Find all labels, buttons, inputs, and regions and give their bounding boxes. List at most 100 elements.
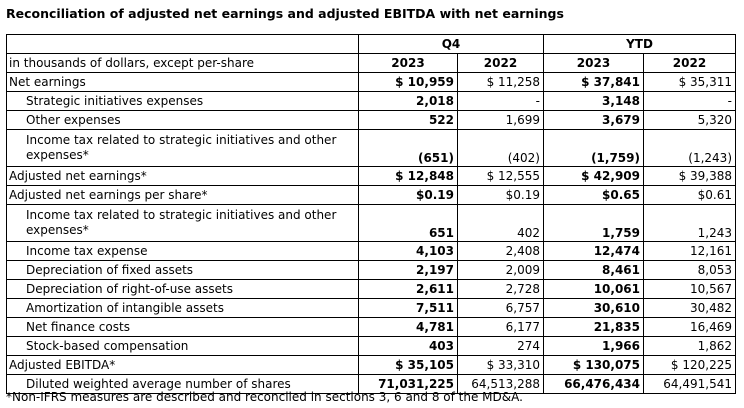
value-cell: $0.61 [643,185,736,205]
value-cell: 12,474 [543,241,644,261]
value-cell: 1,759 [543,204,644,242]
value-cell: 66,476,434 [543,374,644,394]
table-row: Adjusted net earnings per share* $0.19 $0.… [6,185,736,205]
value-cell: $ 12,848 [358,166,458,186]
table-row: Income tax related to strategic initiati… [6,129,736,167]
year-header: 2022 [457,53,544,73]
table-row: Income tax related to strategic initiati… [6,204,736,242]
row-label: Strategic initiatives expenses [6,91,359,111]
value-cell: 274 [457,336,544,356]
table-row: Depreciation of fixed assets 2,197 2,009 8,… [6,260,736,280]
value-cell: 64,513,288 [457,374,544,394]
value-cell: 3,679 [543,110,644,130]
table-row: Other expenses 522 1,699 3,679 5,320 [6,110,736,130]
value-cell: 3,148 [543,91,644,111]
value-cell: (402) [457,129,544,167]
value-cell: $ 11,258 [457,72,544,92]
value-cell: 6,177 [457,317,544,337]
table-row: Strategic initiatives expenses 2,018-3,14… [6,91,736,111]
value-cell: $ 120,225 [643,355,736,375]
value-cell: 10,567 [643,279,736,299]
table-row: Diluted weighted average number of share… [6,374,736,394]
row-label: Income tax related to strategic initiati… [6,129,359,167]
value-cell: $0.19 [457,185,544,205]
value-cell: - [643,91,736,111]
table-title: Reconciliation of adjusted net earnings … [6,6,564,21]
value-cell: 8,461 [543,260,644,280]
q4-header: Q4 [358,34,544,54]
value-cell: - [457,91,544,111]
value-cell: 10,061 [543,279,644,299]
ytd-header: YTD [543,34,736,54]
table-row: Stock-based compensation 403 274 1,966 1,862 [6,336,736,356]
value-cell: 64,491,541 [643,374,736,394]
row-label: Other expenses [6,110,359,130]
value-cell: $ 12,555 [457,166,544,186]
value-cell: 402 [457,204,544,242]
row-label: Diluted weighted average number of share… [6,374,359,394]
row-label: Stock-based compensation [6,336,359,356]
table-row: Adjusted net earnings* $ 12,848 $ 12,555 $ … [6,166,736,186]
year-header-row: in thousands of dollars, except per-shar… [6,53,736,73]
footnote: *Non-IFRS measures are described and rec… [6,390,523,404]
value-cell: (651) [358,129,458,167]
value-cell: 522 [358,110,458,130]
value-cell: 1,862 [643,336,736,356]
value-cell: 5,320 [643,110,736,130]
value-cell: 1,243 [643,204,736,242]
value-cell: 1,699 [457,110,544,130]
value-cell: 4,781 [358,317,458,337]
row-label: Income tax related to strategic initiati… [6,204,359,242]
value-cell: 403 [358,336,458,356]
row-label: Amortization of intangible assets [6,298,359,318]
table-row: Net finance costs 4,781 6,177 21,835 16,469 [6,317,736,337]
value-cell: $ 35,311 [643,72,736,92]
row-label: Depreciation of right-of-use assets [6,279,359,299]
value-cell: $ 37,841 [543,72,644,92]
value-cell: (1,243) [643,129,736,167]
row-label: Adjusted net earnings per share* [6,185,359,205]
value-cell: $0.19 [358,185,458,205]
period-header-row: Q4 YTD [6,34,736,54]
value-cell: $ 33,310 [457,355,544,375]
value-cell: 2,009 [457,260,544,280]
value-cell: 7,511 [358,298,458,318]
value-cell: $ 35,105 [358,355,458,375]
value-cell: $ 10,959 [358,72,458,92]
table-row: Net earnings $ 10,959 $ 11,258 $ 37,841 $ 35… [6,72,736,92]
value-cell: 12,161 [643,241,736,261]
year-header: 2022 [643,53,736,73]
value-cell: $0.65 [543,185,644,205]
table-row: Depreciation of right-of-use assets 2,611… [6,279,736,299]
row-label: Income tax expense [6,241,359,261]
value-cell: $ 42,909 [543,166,644,186]
reconciliation-table: Q4 YTD in thousands of dollars, except p… [6,34,736,394]
value-cell: 2,728 [457,279,544,299]
row-label: Adjusted EBITDA* [6,355,359,375]
value-cell: $ 39,388 [643,166,736,186]
row-label: Net finance costs [6,317,359,337]
row-label: Net earnings [6,72,359,92]
value-cell: 651 [358,204,458,242]
value-cell: 6,757 [457,298,544,318]
value-cell: 2,611 [358,279,458,299]
table-row: Amortization of intangible assets 7,511 6,… [6,298,736,318]
value-cell: 4,103 [358,241,458,261]
value-cell: 30,610 [543,298,644,318]
year-header: 2023 [358,53,458,73]
unit-label: in thousands of dollars, except per-shar… [6,53,359,73]
value-cell: (1,759) [543,129,644,167]
value-cell: 2,018 [358,91,458,111]
table-row: Adjusted EBITDA* $ 35,105 $ 33,310 $ 130,07… [6,355,736,375]
value-cell: 1,966 [543,336,644,356]
value-cell: $ 130,075 [543,355,644,375]
value-cell: 2,197 [358,260,458,280]
value-cell: 21,835 [543,317,644,337]
value-cell: 30,482 [643,298,736,318]
value-cell: 2,408 [457,241,544,261]
table-row: Income tax expense 4,103 2,408 12,474 12,161 [6,241,736,261]
row-label: Adjusted net earnings* [6,166,359,186]
blank-header-cell [6,34,359,54]
value-cell: 16,469 [643,317,736,337]
value-cell: 8,053 [643,260,736,280]
